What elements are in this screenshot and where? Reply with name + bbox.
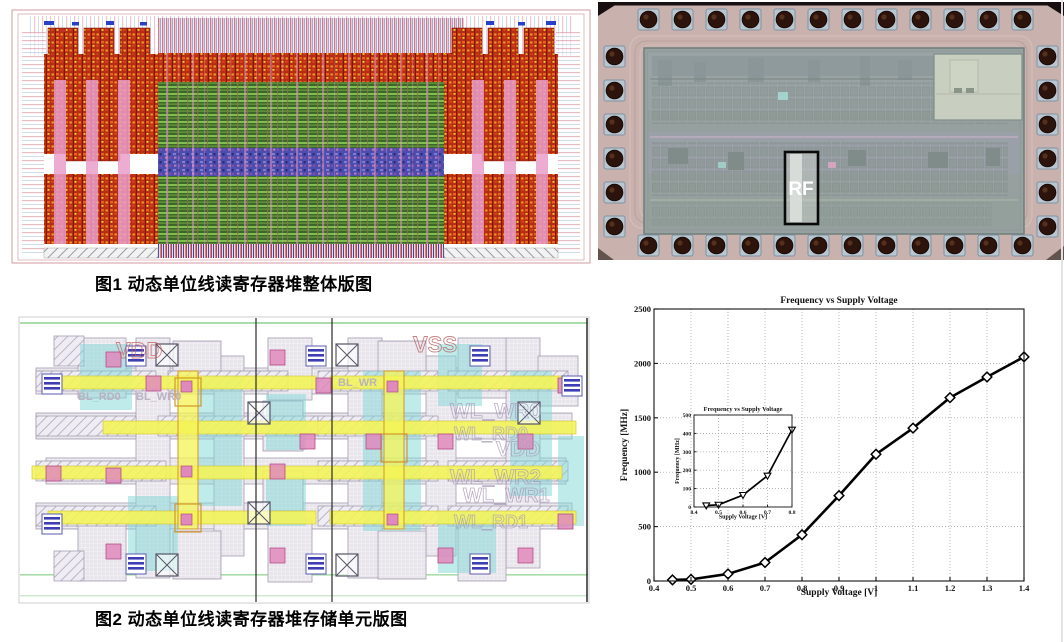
page-edge-line bbox=[1061, 0, 1063, 642]
fig1-layout-overview bbox=[10, 8, 592, 266]
svg-text:VDD: VDD bbox=[496, 438, 540, 461]
inset-chart-ytick-label: 300 bbox=[683, 450, 692, 456]
main-chart-marker bbox=[981, 371, 993, 383]
inset-chart-marker bbox=[738, 491, 748, 500]
svg-text:WL_WR1: WL_WR1 bbox=[463, 485, 550, 507]
fig1-memory-array bbox=[158, 53, 464, 258]
main-chart-marker bbox=[759, 556, 771, 569]
main-chart-xtick-label: 1.4 bbox=[1019, 583, 1030, 593]
svg-text:WL_RD1: WL_RD1 bbox=[454, 512, 528, 532]
inset-chart-xtick-label: 0.6 bbox=[740, 510, 747, 516]
array-bottom-ticks bbox=[158, 244, 464, 258]
fig2-layout-cell: VDD VSS BL_RD0 BL_WR0 BL_WR WL_WR0 WL_RD… bbox=[18, 316, 590, 604]
svg-text:WL_WR2: WL_WR2 bbox=[450, 466, 541, 489]
inset-chart-marker bbox=[701, 502, 711, 511]
inset-chart-xlabel: Supply Voltage [V] bbox=[719, 515, 767, 521]
rf-region-box bbox=[783, 150, 820, 226]
inset-chart-ytick-label: 0 bbox=[688, 505, 691, 511]
main-chart-marker bbox=[944, 391, 956, 404]
main-chart-xtick-label: 1 bbox=[874, 583, 878, 593]
main-chart-marker bbox=[870, 448, 882, 461]
inset-chart-ytick-label: 100 bbox=[683, 487, 692, 493]
main-chart-xtick-label: 1.2 bbox=[945, 583, 956, 593]
svg-text:VSS: VSS bbox=[413, 332, 457, 357]
main-chart-ytick-label: 0 bbox=[647, 576, 651, 586]
main-chart-marker bbox=[796, 528, 808, 541]
inset-chart-xtick-label: 0.4 bbox=[691, 510, 698, 516]
main-chart-xtick-label: 0.6 bbox=[723, 583, 734, 593]
svg-text:WL_WR0: WL_WR0 bbox=[450, 400, 541, 423]
main-chart-ylabel: Frequency [MHz] bbox=[620, 409, 630, 481]
inset-chart-xtick-label: 0.7 bbox=[764, 510, 771, 516]
inset-chart-xtick-label: 0.8 bbox=[789, 510, 796, 516]
fig2-contacts-pink bbox=[45, 349, 574, 564]
svg-text:VDD: VDD bbox=[116, 338, 162, 363]
main-chart-marker bbox=[666, 574, 679, 586]
main-chart-marker bbox=[907, 422, 919, 434]
guard-ring-top bbox=[20, 322, 588, 324]
inset-chart-title: Frequency vs Supply Voltage bbox=[704, 406, 783, 413]
svg-text:BL_WR: BL_WR bbox=[338, 377, 377, 389]
main-chart-xtick-label: 0.4 bbox=[649, 583, 660, 593]
main-chart-title: Frequency vs Supply Voltage bbox=[780, 296, 897, 306]
inset-chart-marker bbox=[763, 472, 772, 481]
die-photo: RF bbox=[598, 2, 1064, 260]
fig1-caption: 图1 动态单位线读寄存器堆整体版图 bbox=[95, 275, 373, 294]
main-chart-xtick-label: 1.3 bbox=[982, 583, 993, 593]
main-chart-xtick-label: 1.1 bbox=[908, 583, 919, 593]
inset-chart-ytick-label: 200 bbox=[683, 468, 692, 474]
main-chart-ytick-label: 2000 bbox=[634, 358, 651, 368]
svg-text:WL_RD0: WL_RD0 bbox=[454, 424, 528, 444]
main-chart-xtick-label: 0.8 bbox=[797, 583, 808, 593]
fig2-caption: 图2 动态单位线读寄存器堆存储单元版图 bbox=[95, 610, 408, 629]
fig1-tiny-labels bbox=[44, 21, 556, 32]
frequency-chart: 0.4 0.5 0.6 0.7 0.8 0.9 1 1.1 1.2 1.3 1.4050010001… bbox=[620, 296, 1030, 598]
svg-text:BL_WR0: BL_WR0 bbox=[136, 391, 181, 403]
main-chart-xlabel: Supply Voltage [V] bbox=[801, 588, 878, 598]
die-test-block bbox=[933, 53, 1023, 121]
inset-chart-ylabel: Frequency [MHz] bbox=[675, 438, 681, 484]
inset-chart-ytick-label: 400 bbox=[683, 431, 692, 437]
main-chart-marker bbox=[833, 489, 845, 502]
svg-text:BL_RD0: BL_RD0 bbox=[78, 391, 121, 403]
inset-chart-ytick-label: 500 bbox=[683, 413, 692, 419]
fig2-net-labels: VDD VSS BL_RD0 BL_WR0 BL_WR WL_WR0 WL_RD… bbox=[78, 332, 550, 533]
inset-chart-xtick-label: 0.5 bbox=[715, 510, 722, 516]
fig1-routing-margins bbox=[22, 16, 580, 254]
fig2-cell-boundary-lines bbox=[255, 318, 588, 602]
main-chart-ytick-label: 2500 bbox=[634, 304, 651, 314]
rf-label: RF bbox=[788, 179, 813, 200]
main-chart-ytick-label: 500 bbox=[638, 522, 651, 532]
main-chart-ytick-label: 1500 bbox=[634, 413, 651, 423]
main-chart-xtick-label: 0.5 bbox=[686, 583, 697, 593]
fig1-left-decoder bbox=[43, 27, 159, 259]
rf-region-annotation: RF bbox=[783, 150, 820, 226]
fig1-right-decoder bbox=[443, 27, 559, 259]
main-chart-xtick-label: 0.9 bbox=[834, 583, 845, 593]
main-chart-xtick-label: 0.7 bbox=[760, 583, 771, 593]
main-chart-ytick-label: 1000 bbox=[634, 467, 651, 477]
